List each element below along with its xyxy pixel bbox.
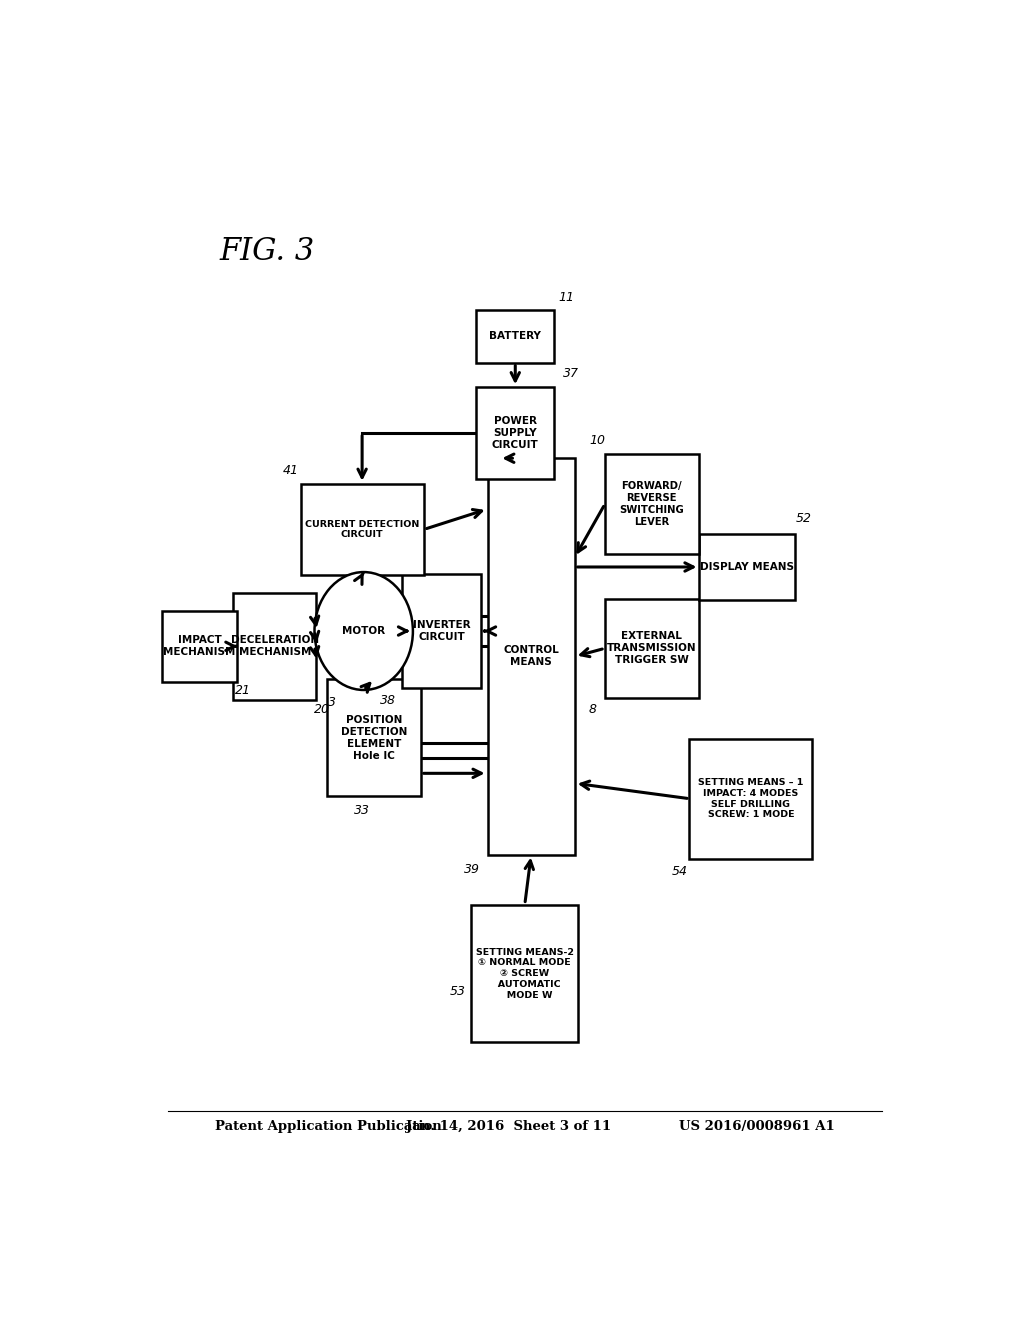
Text: 33: 33 [354, 804, 370, 817]
Text: 8: 8 [588, 702, 596, 715]
Text: EXTERNAL
TRANSMISSION
TRIGGER SW: EXTERNAL TRANSMISSION TRIGGER SW [607, 631, 696, 665]
Bar [233, 593, 316, 700]
Text: Patent Application Publication: Patent Application Publication [215, 1119, 442, 1133]
Text: Jan. 14, 2016  Sheet 3 of 11: Jan. 14, 2016 Sheet 3 of 11 [407, 1119, 611, 1133]
Text: POWER
SUPPLY
CIRCUIT: POWER SUPPLY CIRCUIT [492, 416, 539, 450]
Text: 10: 10 [590, 434, 606, 447]
Bar [162, 611, 238, 682]
Text: SETTING MEANS-2
① NORMAL MODE
② SCREW
   AUTOMATIC
   MODE W: SETTING MEANS-2 ① NORMAL MODE ② SCREW AU… [476, 948, 573, 999]
Bar [476, 310, 554, 363]
Bar [689, 739, 812, 859]
Text: 53: 53 [450, 985, 465, 998]
Text: 3: 3 [328, 696, 336, 709]
Text: SETTING MEANS – 1
IMPACT: 4 MODES
SELF DRILLING
SCREW: 1 MODE: SETTING MEANS – 1 IMPACT: 4 MODES SELF D… [698, 777, 804, 820]
Text: POSITION
DETECTION
ELEMENT
Hole IC: POSITION DETECTION ELEMENT Hole IC [341, 714, 408, 760]
Text: 11: 11 [559, 292, 574, 304]
Text: IMPACT
MECHANISM: IMPACT MECHANISM [163, 635, 236, 657]
Bar [328, 680, 421, 796]
Text: 54: 54 [672, 866, 687, 878]
Bar [605, 454, 698, 554]
Bar [301, 483, 424, 576]
Ellipse shape [314, 572, 413, 690]
Text: 37: 37 [563, 367, 579, 380]
Text: 52: 52 [796, 512, 812, 525]
Text: 38: 38 [380, 693, 395, 706]
Text: 39: 39 [464, 863, 479, 876]
Text: US 2016/0008961 A1: US 2016/0008961 A1 [679, 1119, 835, 1133]
Text: CONTROL
MEANS: CONTROL MEANS [503, 645, 559, 668]
Text: CURRENT DETECTION
CIRCUIT: CURRENT DETECTION CIRCUIT [305, 520, 419, 540]
Bar [605, 598, 698, 698]
Text: BATTERY: BATTERY [489, 331, 542, 342]
Text: 20: 20 [314, 702, 331, 715]
Text: DECELERATION
MECHANISM: DECELERATION MECHANISM [230, 635, 318, 657]
Text: FIG. 3: FIG. 3 [219, 236, 314, 267]
Bar [487, 458, 574, 854]
Bar [471, 906, 579, 1043]
Bar [401, 574, 481, 688]
Bar [476, 387, 554, 479]
Text: INVERTER
CIRCUIT: INVERTER CIRCUIT [413, 620, 470, 642]
Text: 41: 41 [283, 463, 299, 477]
Bar [699, 535, 795, 601]
Text: DISPLAY MEANS: DISPLAY MEANS [700, 562, 794, 572]
Text: FORWARD/
REVERSE
SWITCHING
LEVER: FORWARD/ REVERSE SWITCHING LEVER [620, 480, 684, 527]
Text: 21: 21 [236, 685, 251, 697]
Text: MOTOR: MOTOR [342, 626, 385, 636]
